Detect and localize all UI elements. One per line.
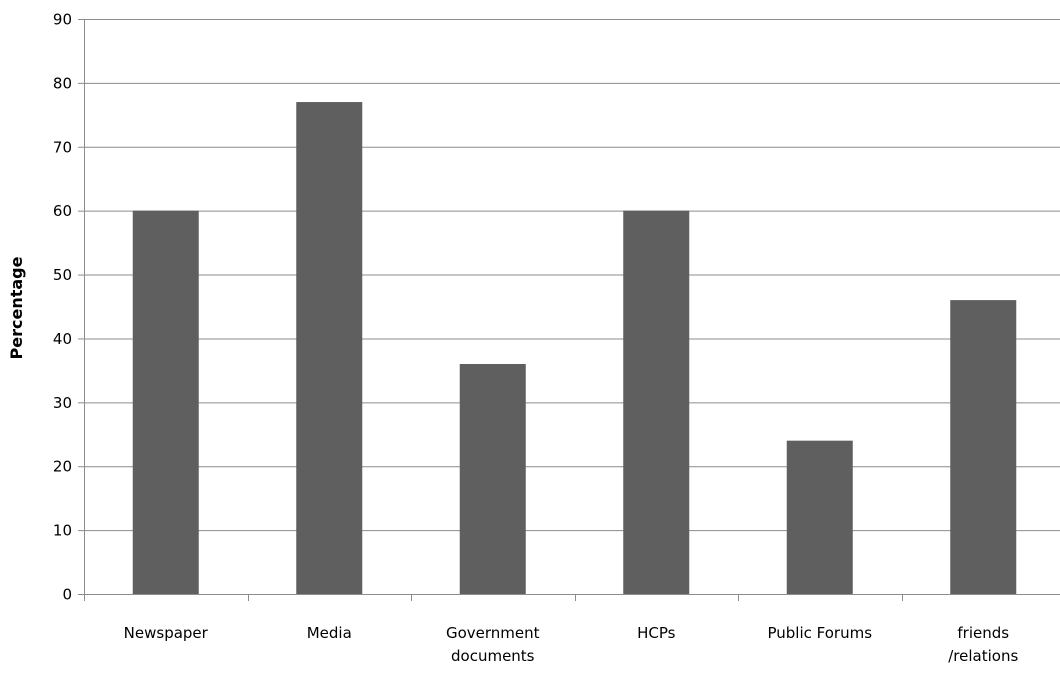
x-category-label: Media xyxy=(307,624,352,642)
x-category-label: documents xyxy=(451,647,535,665)
y-tick-label: 80 xyxy=(53,74,72,92)
y-tick-label: 50 xyxy=(53,266,72,284)
bar xyxy=(950,300,1017,594)
axes xyxy=(78,19,1060,601)
y-tick-label: 20 xyxy=(53,458,72,476)
x-category-label: Public Forums xyxy=(767,624,872,642)
y-tick-label: 0 xyxy=(62,586,72,604)
x-category-label: Government xyxy=(446,624,540,642)
bars xyxy=(132,102,1017,595)
y-tick-label: 30 xyxy=(53,394,72,412)
bar xyxy=(459,364,526,594)
y-tick-label: 60 xyxy=(53,202,72,220)
y-tick-label: 10 xyxy=(53,522,72,540)
x-category-label: Newspaper xyxy=(124,624,209,642)
x-category-label: HCPs xyxy=(637,624,676,642)
bar xyxy=(132,210,199,594)
bar xyxy=(786,440,853,594)
x-category-label: /relations xyxy=(948,647,1018,665)
y-tick-labels: 0 10 20 30 40 50 60 70 80 90 xyxy=(53,11,72,604)
x-category-labels: Newspaper Media Government documents HCPs Pub… xyxy=(124,624,1019,665)
gridlines xyxy=(84,19,1060,532)
bar xyxy=(296,102,363,595)
y-axis-title: Percentage xyxy=(7,256,26,359)
y-tick-label: 70 xyxy=(53,138,72,156)
x-category-label: friends xyxy=(957,624,1009,642)
bar xyxy=(623,210,690,594)
y-tick-label: 90 xyxy=(53,11,72,29)
y-tick-label: 40 xyxy=(53,330,72,348)
